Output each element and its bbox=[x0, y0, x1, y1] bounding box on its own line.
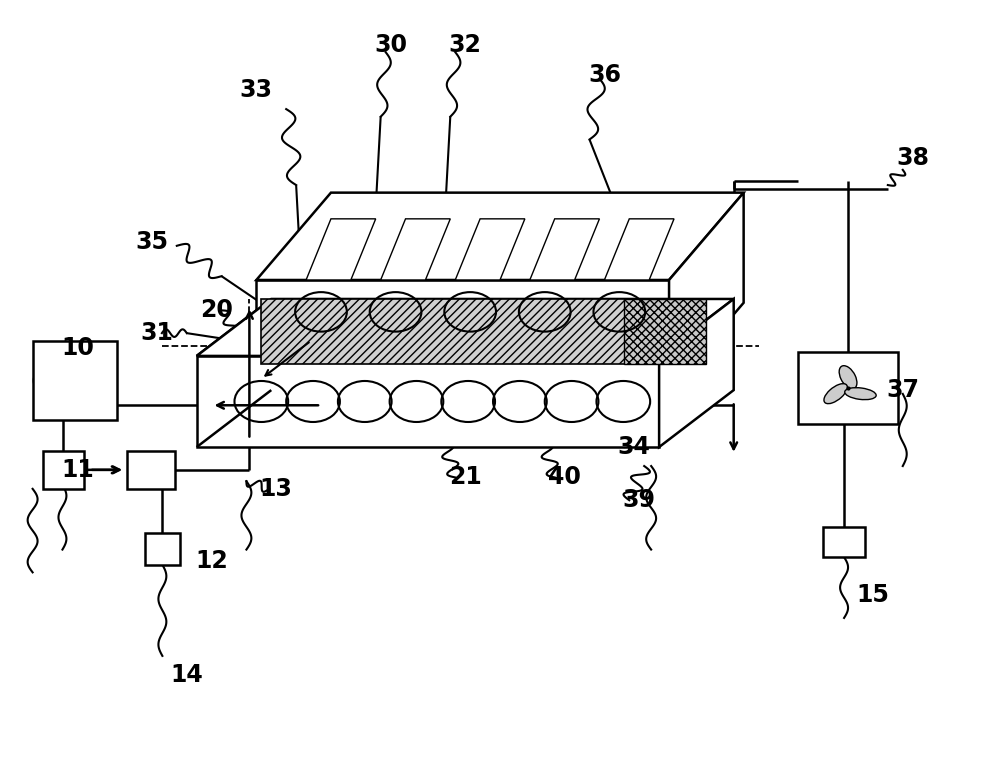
Polygon shape bbox=[659, 299, 734, 447]
Bar bbox=[256, 280, 669, 390]
Bar bbox=[33, 340, 117, 421]
Ellipse shape bbox=[839, 366, 857, 389]
Bar bbox=[798, 352, 898, 425]
Text: 31: 31 bbox=[140, 321, 173, 345]
Polygon shape bbox=[455, 219, 525, 280]
Text: 15: 15 bbox=[856, 583, 889, 607]
Text: 37: 37 bbox=[886, 378, 919, 402]
Bar bbox=[197, 356, 659, 447]
Polygon shape bbox=[197, 299, 734, 356]
Text: 30: 30 bbox=[374, 33, 407, 57]
Text: 10: 10 bbox=[61, 337, 94, 360]
Bar bbox=[43, 451, 84, 489]
Text: 14: 14 bbox=[170, 663, 203, 687]
Text: 33: 33 bbox=[240, 78, 273, 102]
Bar bbox=[823, 527, 865, 557]
Text: 38: 38 bbox=[896, 146, 929, 171]
Text: 40: 40 bbox=[548, 465, 581, 490]
Bar bbox=[127, 451, 175, 489]
Text: 35: 35 bbox=[135, 230, 168, 254]
Polygon shape bbox=[306, 219, 376, 280]
Bar bbox=[624, 299, 706, 363]
Text: 34: 34 bbox=[618, 435, 651, 459]
Text: 39: 39 bbox=[623, 488, 656, 513]
Text: 36: 36 bbox=[588, 63, 621, 87]
Bar bbox=[261, 299, 664, 363]
Polygon shape bbox=[530, 219, 599, 280]
Ellipse shape bbox=[824, 384, 847, 404]
Ellipse shape bbox=[845, 388, 876, 399]
Polygon shape bbox=[669, 193, 744, 390]
Text: 20: 20 bbox=[200, 298, 233, 322]
Polygon shape bbox=[256, 193, 744, 280]
Text: 11: 11 bbox=[61, 457, 94, 482]
Text: 21: 21 bbox=[449, 465, 482, 490]
Text: 32: 32 bbox=[449, 33, 482, 57]
Polygon shape bbox=[604, 219, 674, 280]
Text: 13: 13 bbox=[260, 477, 293, 501]
Text: 12: 12 bbox=[195, 549, 228, 573]
Bar bbox=[145, 533, 180, 565]
Polygon shape bbox=[381, 219, 450, 280]
